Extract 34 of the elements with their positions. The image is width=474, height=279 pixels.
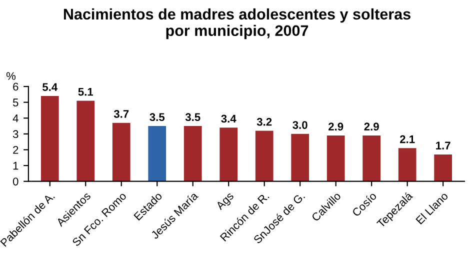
data-label: 3.0: [292, 121, 308, 129]
bar: [40, 96, 59, 182]
bar: [326, 136, 345, 182]
y-tick-label: 5: [12, 98, 18, 106]
bar: [76, 100, 95, 182]
y-tick-label: 4: [12, 114, 18, 122]
bar: [291, 134, 310, 182]
chart-title: Nacimientos de madres adolescentes y solteras por municipio, 2007: [64, 8, 410, 40]
x-tick-label: Ags: [215, 192, 236, 212]
data-label: 2.1: [400, 135, 415, 144]
bar: [220, 128, 238, 182]
bar: [148, 126, 166, 182]
bar: [184, 126, 202, 182]
y-tick-label: 0: [12, 178, 18, 186]
bar: [112, 122, 130, 182]
data-label: 3.5: [150, 113, 165, 122]
data-label: 1.7: [436, 142, 450, 150]
data-label: 3.5: [185, 113, 200, 122]
data-label: 3.2: [256, 118, 272, 126]
y-axis-title: %: [6, 72, 16, 80]
data-label: 2.9: [364, 122, 379, 131]
data-label: 5.1: [78, 88, 94, 96]
data-label: 3.7: [114, 110, 129, 118]
y-tick-label: 3: [12, 130, 18, 138]
bar: [255, 130, 274, 182]
bar: [362, 136, 381, 182]
y-tick-label: 1: [13, 162, 18, 170]
data-label: 3.4: [221, 114, 236, 123]
data-label: 5.4: [42, 83, 58, 91]
bar: [434, 154, 452, 182]
y-tick-label: 6: [13, 82, 18, 91]
data-label: 2.9: [328, 122, 344, 131]
bar: [398, 148, 416, 182]
y-tick-label: 2: [13, 146, 18, 154]
